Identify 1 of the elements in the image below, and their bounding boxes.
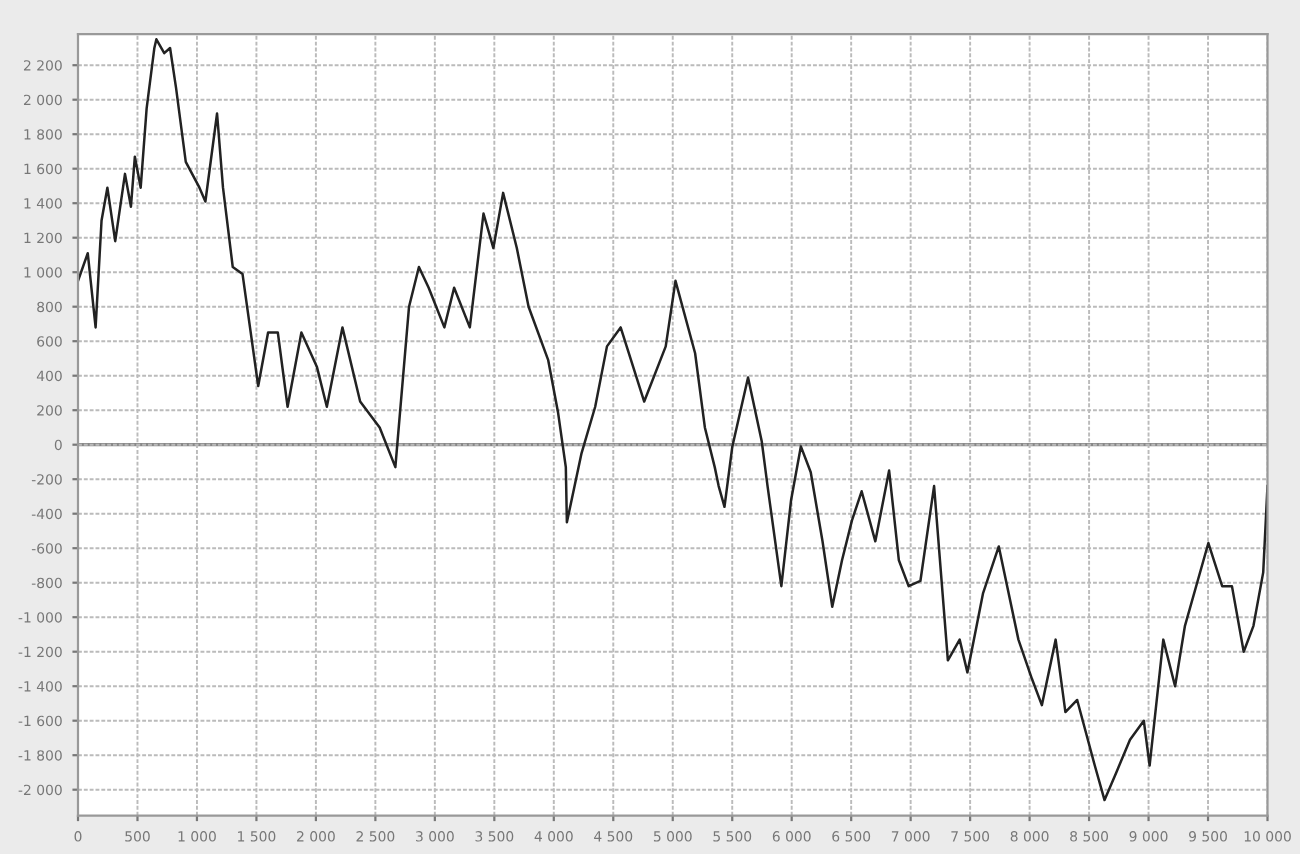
line-series xyxy=(78,38,1268,802)
